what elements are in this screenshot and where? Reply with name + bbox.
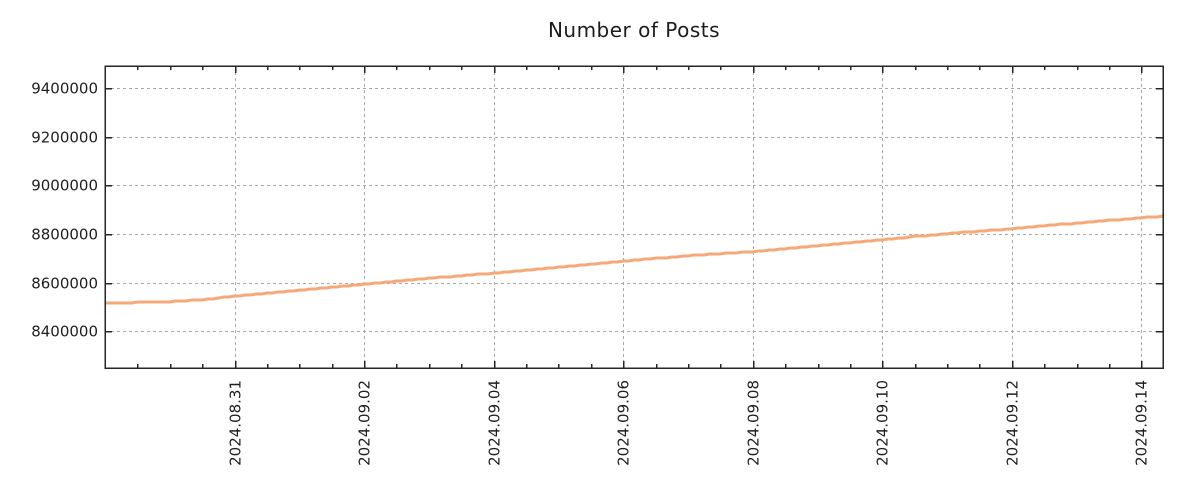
x-tick-label: 2024.09.02 bbox=[356, 380, 374, 466]
x-tick-label: 2024.09.12 bbox=[1004, 380, 1022, 466]
y-tick-label: 8400000 bbox=[31, 323, 98, 341]
x-tick-label: 2024.09.04 bbox=[486, 380, 504, 466]
x-tick-label: 2024.09.06 bbox=[615, 380, 633, 466]
series-line bbox=[105, 214, 1164, 305]
x-tick-label: 2024.09.14 bbox=[1133, 380, 1151, 466]
chart-title: Number of Posts bbox=[547, 18, 721, 42]
y-tick-label: 9200000 bbox=[31, 129, 98, 147]
x-tick-label: 2024.09.08 bbox=[745, 380, 763, 466]
y-tick-label: 8800000 bbox=[31, 226, 98, 244]
y-tick-label: 8600000 bbox=[31, 275, 98, 293]
plot-frame bbox=[104, 65, 1164, 369]
y-tick-label: 9000000 bbox=[31, 177, 98, 195]
x-tick-label: 2024.08.31 bbox=[227, 380, 245, 466]
y-tick-label: 9400000 bbox=[31, 80, 98, 98]
x-tick-label: 2024.09.10 bbox=[874, 380, 892, 466]
